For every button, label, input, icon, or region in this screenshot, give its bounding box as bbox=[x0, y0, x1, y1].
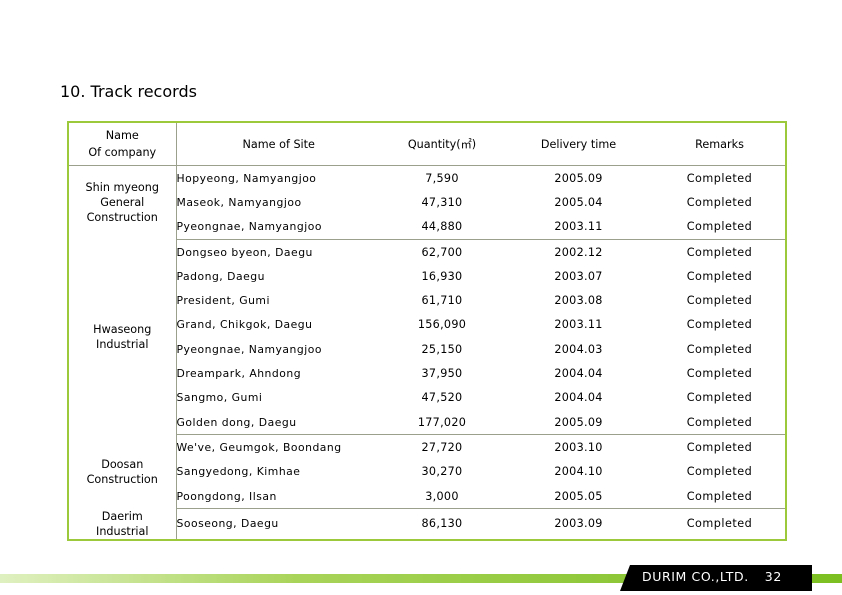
header-company-line1: Name bbox=[105, 129, 139, 142]
delivery-time-cell: 2003.11 bbox=[554, 318, 603, 332]
header-site: Name of Site bbox=[176, 122, 381, 166]
delivery-time-cell: 2003.09 bbox=[503, 508, 654, 541]
table-row: Pyeongnae, Namyangjoo 25,150 2004.03 Comple… bbox=[68, 337, 786, 361]
quantity-cell: 47,310 bbox=[421, 195, 463, 209]
quantity-cell: 7,590 bbox=[425, 171, 459, 185]
quantity-cell: 3,000 bbox=[381, 483, 503, 510]
remarks-cell: Completed bbox=[686, 367, 753, 381]
remarks-cell: Completed bbox=[686, 269, 753, 283]
site-cell: Pyeongnae, Namyangjoo bbox=[176, 214, 381, 240]
site-cell: Poongdong, Ilsan bbox=[176, 483, 381, 510]
footer-text: DURIM CO.,LTD. 32 bbox=[642, 569, 782, 584]
site-cell: Sangmo, Gumi bbox=[176, 391, 263, 405]
delivery-time-cell: 2005.05 bbox=[503, 483, 654, 510]
remarks-cell: Completed bbox=[686, 440, 753, 454]
site-cell: Dongseo byeon, Daegu bbox=[176, 245, 313, 259]
company-name: Daerim Industrial bbox=[96, 509, 149, 538]
site-cell: President, Gumi bbox=[176, 294, 270, 308]
delivery-time-cell: 2005.04 bbox=[554, 195, 603, 209]
quantity-cell: 177,020 bbox=[381, 409, 503, 436]
site-cell: Hopyeong, Namyangjoo bbox=[176, 171, 317, 185]
company-cell: Daerim Industrial bbox=[68, 508, 177, 541]
footer-label-box: DURIM CO.,LTD. 32 bbox=[620, 565, 812, 591]
company-cell: Hwaseong Industrial bbox=[68, 239, 177, 435]
remarks-cell: Completed bbox=[654, 508, 786, 541]
table-row: Maseok, Namyangjoo 47,310 2005.04 Completed bbox=[68, 190, 786, 214]
company-name: Hwaseong Industrial bbox=[93, 323, 152, 352]
remarks-cell: Completed bbox=[686, 245, 753, 259]
remarks-cell: Completed bbox=[686, 294, 753, 308]
site-cell: Maseok, Namyangjoo bbox=[176, 195, 302, 209]
table-row: Dreampark, Ahndong 37,950 2004.04 Completed bbox=[68, 361, 786, 385]
quantity-cell: 61,710 bbox=[421, 294, 463, 308]
remarks-cell: Completed bbox=[686, 195, 753, 209]
footer-company-name: DURIM CO.,LTD. bbox=[642, 569, 749, 584]
remarks-cell: Completed bbox=[686, 171, 753, 185]
company-name: Shin myeong General Construction bbox=[85, 181, 159, 225]
table-row: President, Gumi 61,710 2003.08 Completed bbox=[68, 288, 786, 312]
track-records-table: Name Of company Name of Site Quantity(㎡)… bbox=[67, 121, 787, 541]
table-row: Pyeongnae, Namyangjoo 44,880 2003.11 Comple… bbox=[68, 214, 786, 240]
site-cell: Pyeongnae, Namyangjoo bbox=[176, 342, 322, 356]
delivery-time-cell: 2004.04 bbox=[554, 391, 603, 405]
delivery-time-cell: 2005.09 bbox=[503, 409, 654, 436]
quantity-cell: 37,950 bbox=[421, 367, 463, 381]
table-row: Poongdong, Ilsan 3,000 2005.05 Completed bbox=[68, 483, 786, 510]
remarks-cell: Completed bbox=[654, 214, 786, 240]
quantity-cell: 47,520 bbox=[421, 391, 463, 405]
quantity-cell: 62,700 bbox=[421, 245, 463, 259]
delivery-time-cell: 2005.09 bbox=[554, 171, 603, 185]
remarks-cell: Completed bbox=[686, 391, 753, 405]
footer-accent-bar bbox=[0, 574, 842, 583]
remarks-cell: Completed bbox=[686, 465, 753, 479]
quantity-cell: 25,150 bbox=[421, 342, 463, 356]
page-title: 10. Track records bbox=[60, 82, 197, 101]
delivery-time-cell: 2004.04 bbox=[554, 367, 603, 381]
table-row: Sangmo, Gumi 47,520 2004.04 Completed bbox=[68, 386, 786, 410]
quantity-cell: 30,270 bbox=[421, 465, 463, 479]
table-row: Shin myeong General Construction Hopyeong… bbox=[68, 165, 786, 240]
delivery-time-cell: 2003.11 bbox=[503, 214, 654, 240]
delivery-time-cell: 2003.10 bbox=[554, 440, 603, 454]
table-row: Daerim Industrial Sooseong, Daegu 86,130 20… bbox=[68, 508, 786, 541]
header-remarks: Remarks bbox=[654, 122, 786, 166]
company-name: Doosan Construction bbox=[86, 457, 158, 486]
delivery-time-cell: 2002.12 bbox=[554, 245, 603, 259]
quantity-cell: 44,880 bbox=[381, 214, 503, 240]
delivery-time-cell: 2003.07 bbox=[554, 269, 603, 283]
site-cell: Sangyedong, Kimhae bbox=[176, 465, 301, 479]
remarks-cell: Completed bbox=[686, 318, 753, 332]
table-row: Grand, Chikgok, Daegu 156,090 2003.11 Compl… bbox=[68, 313, 786, 337]
table-body: Shin myeong General Construction Hopyeong… bbox=[68, 165, 786, 541]
header-delivery-time: Delivery time bbox=[503, 122, 654, 166]
table-row: Golden dong, Daegu 177,020 2005.09 Complete… bbox=[68, 409, 786, 436]
site-cell: Dreampark, Ahndong bbox=[176, 367, 302, 381]
table-row: Hwaseong Industrial Dongseo byeon, Daegu 6… bbox=[68, 239, 786, 435]
table-row: Padong, Daegu 16,930 2003.07 Completed bbox=[68, 264, 786, 288]
delivery-time-cell: 2003.08 bbox=[554, 294, 603, 308]
quantity-cell: 27,720 bbox=[421, 440, 463, 454]
site-cell: Sooseong, Daegu bbox=[176, 508, 381, 541]
table-row: Sangyedong, Kimhae 30,270 2004.10 Completed bbox=[68, 460, 786, 484]
quantity-cell: 16,930 bbox=[421, 269, 463, 283]
quantity-cell: 156,090 bbox=[417, 318, 467, 332]
table-header-row: Name Of company Name of Site Quantity(㎡)… bbox=[68, 122, 786, 166]
quantity-cell: 86,130 bbox=[381, 508, 503, 541]
company-cell: Shin myeong General Construction bbox=[68, 165, 177, 240]
delivery-time-cell: 2004.03 bbox=[554, 342, 603, 356]
site-cell: Padong, Daegu bbox=[176, 269, 265, 283]
table-row: Doosan Construction We've, Geumgok, Boond… bbox=[68, 434, 786, 509]
remarks-cell: Completed bbox=[654, 483, 786, 510]
site-cell: Grand, Chikgok, Daegu bbox=[176, 318, 313, 332]
site-cell: Golden dong, Daegu bbox=[176, 409, 381, 436]
company-cell: Doosan Construction bbox=[68, 434, 177, 509]
header-quantity: Quantity(㎡) bbox=[381, 122, 503, 166]
delivery-time-cell: 2004.10 bbox=[554, 465, 603, 479]
header-company: Name Of company bbox=[68, 122, 177, 166]
site-cell: We've, Geumgok, Boondang bbox=[176, 440, 342, 454]
page-number: 32 bbox=[764, 569, 782, 584]
header-company-line2: Of company bbox=[88, 146, 157, 159]
remarks-cell: Completed bbox=[654, 409, 786, 436]
remarks-cell: Completed bbox=[686, 342, 753, 356]
